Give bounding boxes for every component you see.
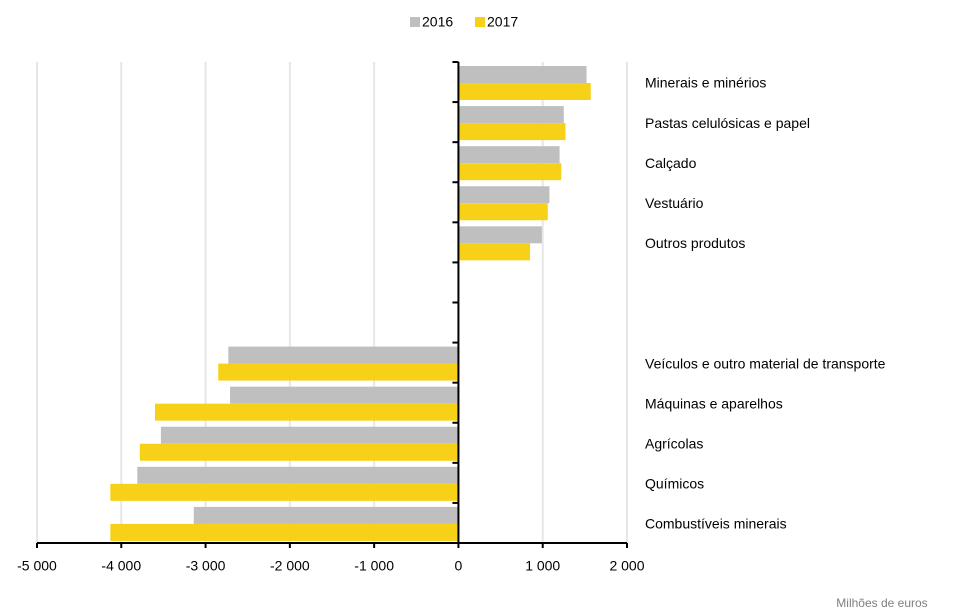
category-label: Máquinas e aparelhos — [645, 395, 783, 411]
category-label: Minerais e minérios — [645, 75, 766, 91]
bar — [110, 523, 459, 541]
bar — [193, 506, 459, 524]
x-tick-label: -3 000 — [186, 558, 226, 574]
bar — [110, 483, 459, 501]
bar — [230, 386, 459, 404]
bar — [155, 403, 459, 421]
category-label: Calçado — [645, 155, 697, 171]
x-tick-label: -4 000 — [101, 558, 141, 574]
category-label: Combustíveis minerais — [645, 516, 787, 532]
bar — [458, 163, 562, 181]
legend-swatch — [475, 17, 485, 27]
bar — [228, 346, 459, 364]
category-label: Químicos — [645, 476, 704, 492]
bar — [458, 146, 560, 164]
bar — [139, 443, 459, 461]
legend-label: 2016 — [422, 14, 453, 30]
category-label: Pastas celulósicas e papel — [645, 115, 810, 131]
bar — [458, 243, 531, 261]
legend-label: 2017 — [487, 14, 518, 30]
category-label: Vestuário — [645, 195, 704, 211]
bar — [458, 66, 587, 83]
bar — [458, 106, 564, 124]
x-axis-label: Milhões de euros — [836, 596, 927, 610]
x-tick-label: -5 000 — [17, 558, 57, 574]
x-tick-label: 2 000 — [609, 558, 644, 574]
bar — [137, 466, 459, 484]
x-tick-label: -2 000 — [270, 558, 310, 574]
x-tick-label: 1 000 — [525, 558, 560, 574]
bar — [458, 83, 591, 100]
category-label: Veículos e outro material de transporte — [645, 355, 886, 371]
legend-swatch — [410, 17, 420, 27]
bar — [458, 203, 548, 221]
x-tick-label: -1 000 — [354, 558, 394, 574]
category-label: Outros produtos — [645, 235, 745, 251]
category-label: Agrícolas — [645, 435, 703, 451]
bar — [458, 186, 550, 204]
bar — [160, 426, 459, 444]
x-tick-label: 0 — [455, 558, 463, 574]
bar — [458, 226, 542, 244]
bar — [458, 123, 566, 141]
bar — [218, 363, 459, 381]
